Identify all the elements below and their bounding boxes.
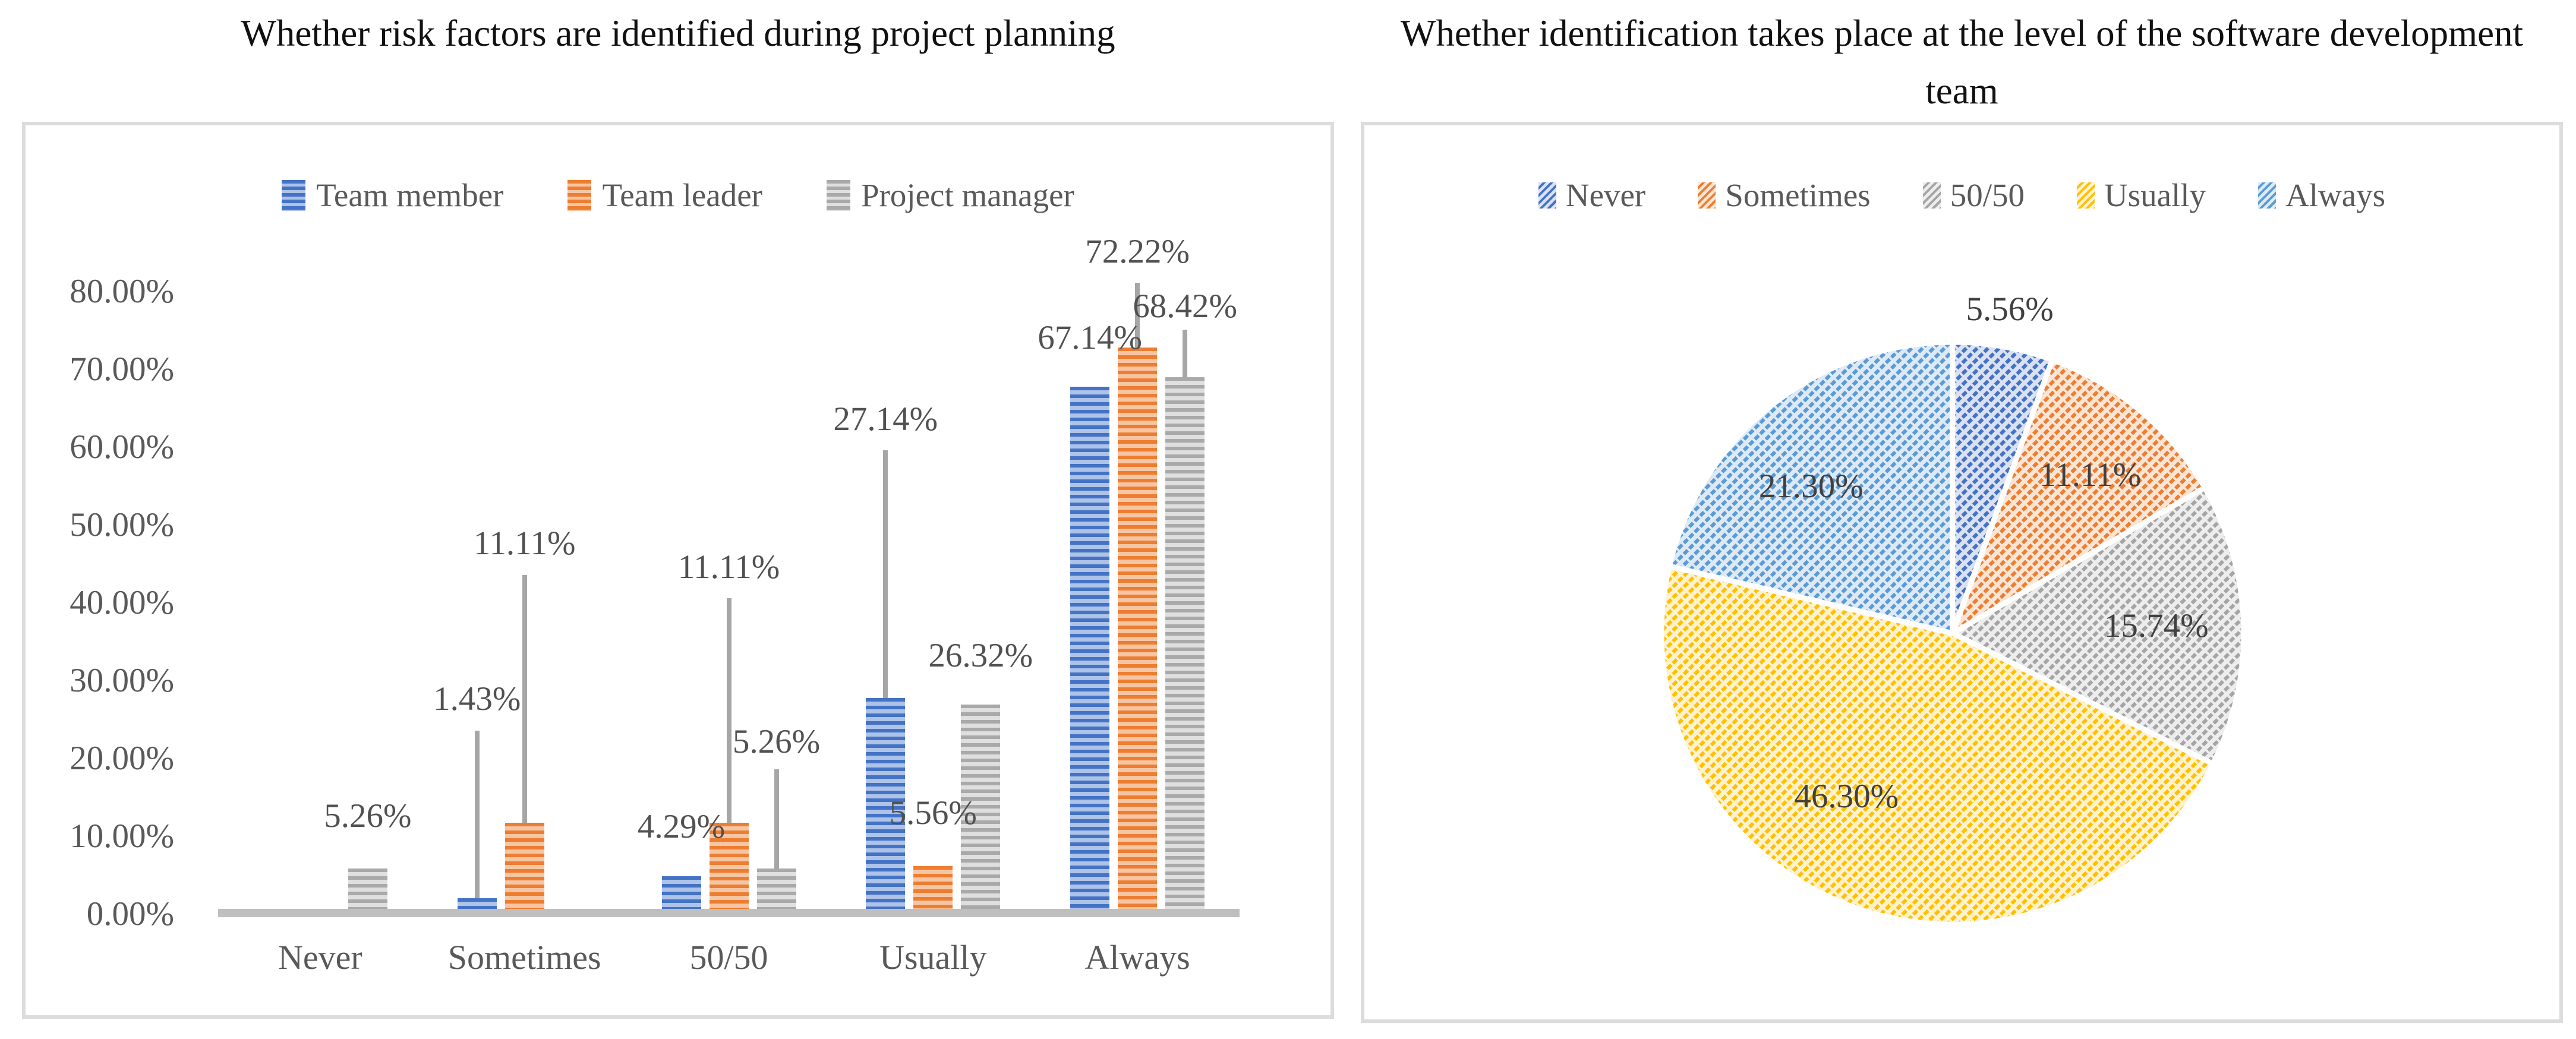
data-label-project-manager-never: 5.26% <box>324 797 412 835</box>
legend-item-50-50: 50/50 <box>1922 176 2025 214</box>
legend-item-team-member: Team member <box>282 176 503 214</box>
pie-chart-legend: Never Sometimes 50/50 Usually Always <box>1364 176 2559 214</box>
bar-chart-panel: Team member Team leader Project manager 0.… <box>22 122 1334 1019</box>
bar-team-member-50-50 <box>661 876 701 909</box>
legend-swatch-50-50-icon <box>1922 182 1941 209</box>
pie-slice-50-50 <box>1947 484 2247 768</box>
legend-item-usually: Usually <box>2076 176 2206 214</box>
legend-label: Sometimes <box>1725 177 1871 213</box>
y-tick-label: 20.00% <box>70 740 174 777</box>
legend-item-project-manager: Project manager <box>826 176 1074 214</box>
x-axis-line <box>218 909 1240 917</box>
bar-team-member-always <box>1070 387 1110 909</box>
pie-slice-sometimes <box>1947 356 2209 640</box>
pie-data-label-50-50: 15.74% <box>2104 607 2209 645</box>
y-tick-label: 70.00% <box>70 350 174 388</box>
legend-label: 50/50 <box>1950 177 2025 213</box>
bar-team-leader-always <box>1118 347 1158 909</box>
pie-slice-always <box>1666 339 1956 637</box>
y-tick-label: 30.00% <box>70 662 174 699</box>
pie-chart-title: Whether identification takes place at th… <box>1400 12 2524 112</box>
data-label-team-member-always: 67.14% <box>1038 319 1142 357</box>
x-category-label-always: Always <box>1084 938 1190 977</box>
y-tick-label: 80.00% <box>70 273 174 310</box>
x-category-label-sometimes: Sometimes <box>447 938 601 977</box>
legend-label: Team leader <box>602 177 762 213</box>
y-tick-label: 10.00% <box>70 817 174 855</box>
x-category-label-usually: Usually <box>879 938 987 977</box>
bar-team-leader-usually <box>913 866 953 909</box>
leader-line <box>883 450 888 709</box>
bar-plot-area: Team member Team leader Project manager 0.… <box>26 125 1330 1015</box>
legend-label: Never <box>1565 177 1646 213</box>
leader-line <box>726 598 732 834</box>
pie-plot-area: Never Sometimes 50/50 Usually Always 5.56% 11… <box>1364 125 2559 1019</box>
data-label-project-manager-usually: 26.32% <box>928 636 1033 674</box>
legend-swatch-team-leader-icon <box>567 179 592 211</box>
legend-item-never: Never <box>1538 176 1645 214</box>
leader-line <box>522 574 527 834</box>
legend-item-team-leader: Team leader <box>567 176 762 214</box>
bar-project-manager-50-50 <box>756 869 796 909</box>
bar-team-member-usually <box>866 698 906 909</box>
legend-label: Always <box>2285 177 2386 213</box>
legend-swatch-never-icon <box>1538 182 1556 209</box>
data-label-team-leader-always: 72.22% <box>1085 233 1190 271</box>
data-label-team-leader-sometimes: 11.11% <box>473 525 576 563</box>
data-label-project-manager-always: 68.42% <box>1133 287 1237 325</box>
pie-data-label-sometimes: 11.11% <box>2039 456 2142 494</box>
x-category-label-never: Never <box>278 938 362 977</box>
legend-label: Usually <box>2104 177 2206 213</box>
bar-project-manager-always <box>1165 377 1205 909</box>
data-label-team-leader-50-50: 11.11% <box>677 548 780 586</box>
pie-chart-panel: Never Sometimes 50/50 Usually Always 5.56% 11… <box>1361 122 2563 1023</box>
legend-swatch-sometimes-icon <box>1698 182 1716 209</box>
pie-data-label-always: 21.30% <box>1758 468 1864 506</box>
y-tick-label: 60.00% <box>70 428 174 466</box>
bar-team-leader-sometimes <box>505 823 544 909</box>
leader-line <box>774 769 779 880</box>
legend-label: Project manager <box>860 177 1074 213</box>
pie-data-label-never: 5.56% <box>1966 290 2054 328</box>
legend-item-always: Always <box>2258 176 2385 214</box>
pie-data-label-usually: 46.30% <box>1794 778 1899 816</box>
bar-team-leader-50-50 <box>709 823 749 909</box>
pie-slice-usually <box>1659 563 2216 927</box>
legend-swatch-always-icon <box>2258 182 2277 209</box>
bar-team-member-sometimes <box>457 898 497 909</box>
bar-project-manager-never <box>348 869 387 909</box>
x-category-label-50-50: 50/50 <box>689 938 768 977</box>
y-tick-label: 40.00% <box>70 584 174 621</box>
data-label-team-member-sometimes: 1.43% <box>433 680 521 718</box>
bar-project-manager-usually <box>961 705 1001 909</box>
data-label-team-leader-usually: 5.56% <box>889 794 977 832</box>
data-label-project-manager-50-50: 5.26% <box>732 723 821 761</box>
legend-swatch-usually-icon <box>2076 182 2095 209</box>
bar-chart-title: Whether risk factors are identified duri… <box>241 12 1115 54</box>
leader-line <box>1183 330 1188 388</box>
legend-swatch-project-manager-icon <box>826 179 850 211</box>
legend-label: Team member <box>316 177 504 213</box>
legend-item-sometimes: Sometimes <box>1698 176 1871 214</box>
y-tick-label: 50.00% <box>70 506 174 544</box>
leader-line <box>474 730 480 907</box>
y-tick-label: 0.00% <box>86 895 174 933</box>
data-label-team-member-usually: 27.14% <box>833 400 938 438</box>
leader-line <box>1135 283 1140 358</box>
data-label-team-member-50-50: 4.29% <box>637 808 726 846</box>
legend-swatch-team-member-icon <box>282 179 306 211</box>
pie-chart <box>1659 339 2247 927</box>
bar-chart-legend: Team member Team leader Project manager <box>26 176 1330 214</box>
